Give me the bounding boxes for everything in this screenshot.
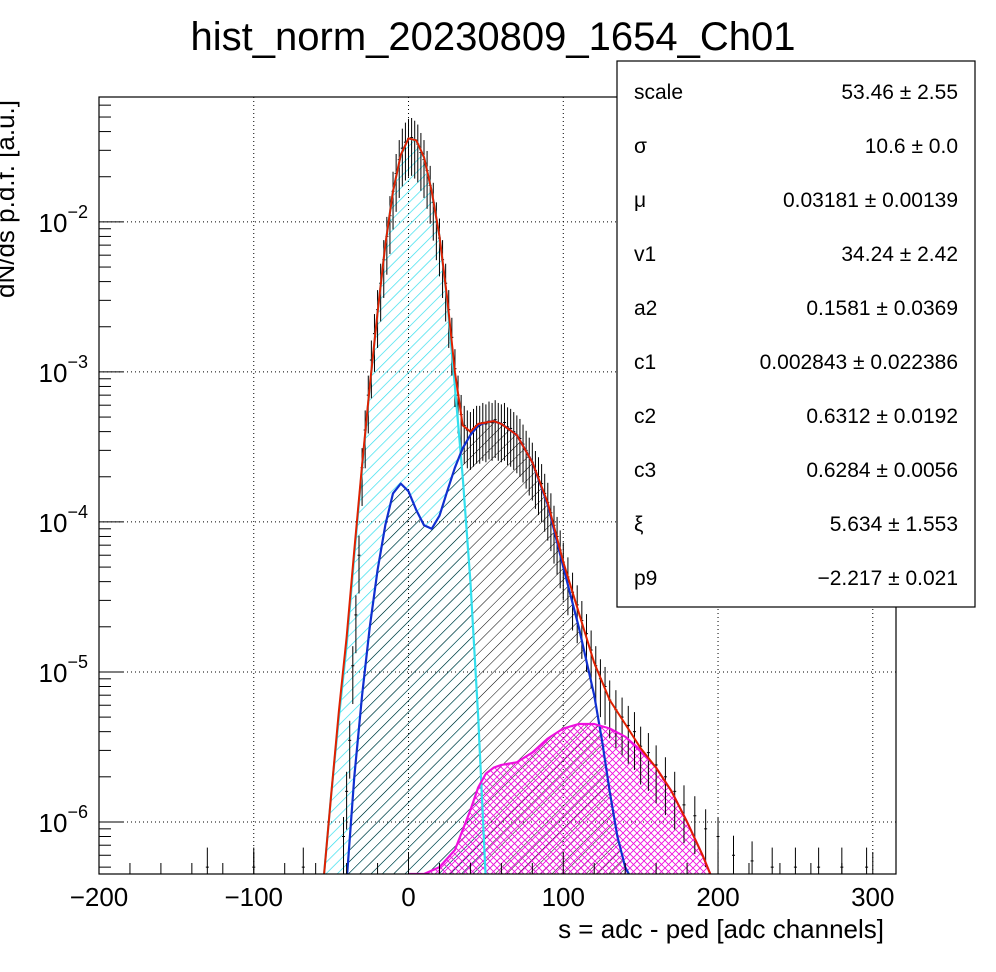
y-tick-base: 10: [39, 508, 68, 538]
x-tick-label: 0: [401, 882, 415, 912]
stat-value: 10.6 ± 0.0: [865, 135, 958, 158]
y-tick-label: 10−5: [39, 652, 88, 688]
x-tick-label: 200: [696, 882, 739, 912]
x-tick-label: −200: [70, 882, 129, 912]
stat-label: c1: [634, 351, 656, 374]
stat-value: 0.1581 ± 0.0369: [806, 297, 958, 320]
stat-label: c2: [634, 405, 656, 428]
y-tick-label: 10−6: [39, 802, 88, 838]
y-tick-exponent: −3: [67, 352, 88, 372]
stat-value: 0.6284 ± 0.0056: [806, 459, 958, 482]
stat-value: −2.217 ± 0.021: [817, 567, 958, 590]
y-tick-label: 10−4: [39, 502, 88, 538]
stat-label: p9: [634, 567, 657, 590]
x-tick-label: −100: [224, 882, 283, 912]
stat-value: 34.24 ± 2.42: [841, 243, 958, 266]
stat-value: 0.6312 ± 0.0192: [806, 405, 958, 428]
y-tick-label: 10−3: [39, 352, 88, 388]
stats-box-frame: [616, 60, 976, 608]
chart-title: hist_norm_20230809_1654_Ch01: [191, 15, 796, 59]
y-tick-exponent: −5: [67, 652, 88, 672]
stat-value: 53.46 ± 2.55: [841, 81, 958, 104]
y-tick-base: 10: [39, 358, 68, 388]
x-axis-label: s = adc - ped [adc channels]: [558, 914, 884, 944]
series-signal-curve: [346, 420, 631, 874]
plot-area: [205, 117, 869, 874]
stat-label: a2: [634, 297, 657, 320]
y-tick-label: 10−2: [39, 202, 88, 238]
stat-label: c3: [634, 459, 656, 482]
x-tick-label: 300: [851, 882, 894, 912]
stat-label: scale: [634, 81, 683, 104]
stat-value: 5.634 ± 1.553: [830, 513, 958, 536]
y-tick-base: 10: [39, 658, 68, 688]
stat-label: σ: [634, 135, 647, 158]
series-total-curve: [323, 137, 712, 874]
stat-label: μ: [634, 189, 646, 212]
y-tick-exponent: −4: [67, 502, 88, 522]
y-tick-base: 10: [39, 208, 68, 238]
x-tick-label: 100: [542, 882, 585, 912]
stat-value: 0.03181 ± 0.00139: [783, 189, 958, 212]
stat-value: 0.002843 ± 0.022386: [760, 351, 958, 374]
stat-label: v1: [634, 243, 656, 266]
stat-label: ξ: [634, 513, 643, 536]
y-axis-label: dN/ds p.d.f. [a.u.]: [0, 100, 20, 298]
y-tick-exponent: −6: [67, 802, 88, 822]
y-tick-base: 10: [39, 808, 68, 838]
y-tick-exponent: −2: [67, 202, 88, 222]
fit-stats-box: scale 53.46 ± 2.55 σ 10.6 ± 0.0 μ 0.03181 ± 0…: [616, 60, 976, 608]
